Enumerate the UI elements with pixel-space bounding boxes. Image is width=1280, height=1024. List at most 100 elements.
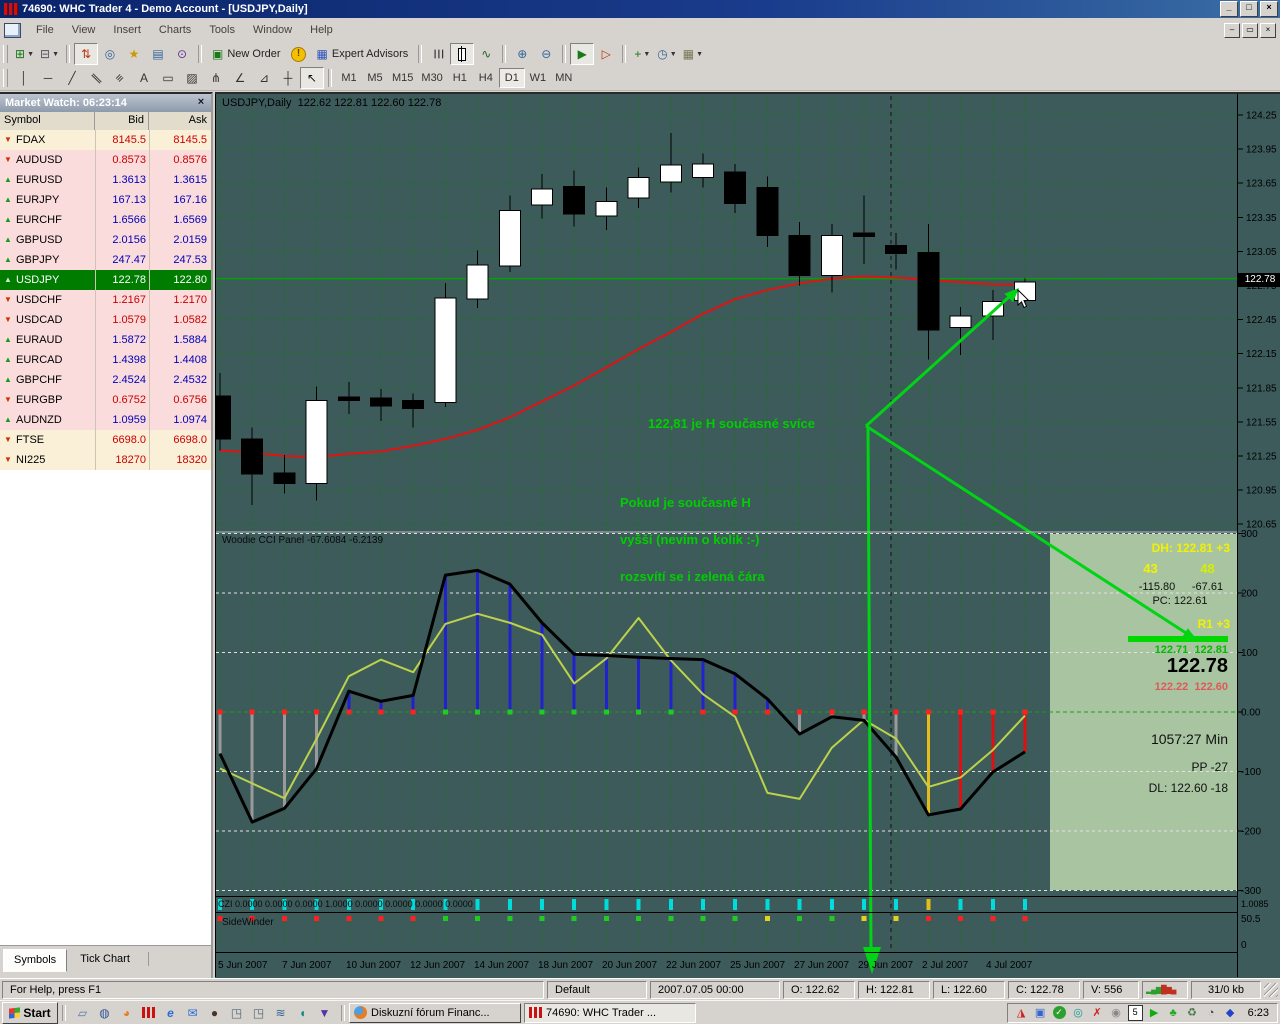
- dropdown-caret-icon[interactable]: ▼: [669, 50, 677, 58]
- minimize-button[interactable]: _: [1220, 1, 1238, 17]
- zoom-out-button[interactable]: ⊖: [534, 43, 558, 65]
- column-header-bid[interactable]: Bid: [95, 112, 149, 130]
- show-desktop-icon[interactable]: ▱: [77, 1005, 88, 1020]
- metatrader-icon[interactable]: [140, 1004, 157, 1021]
- table-row-usdchf[interactable]: ▼ USDCHF 1.2167 1.2170: [0, 290, 211, 310]
- bar-chart-button[interactable]: ☰: [426, 43, 450, 65]
- table-row-gbpusd[interactable]: ▲ GBPUSD 2.0156 2.0159: [0, 230, 211, 250]
- menu-item-file[interactable]: File: [36, 24, 54, 36]
- network-error-tray-icon[interactable]: ✗: [1092, 1007, 1102, 1019]
- channel-tool[interactable]: ∥: [84, 67, 108, 89]
- table-row-gbpchf[interactable]: ▲ GBPCHF 2.4524 2.4532: [0, 370, 211, 390]
- data-window-button[interactable]: ◎: [98, 43, 122, 65]
- column-header-symbol[interactable]: Symbol: [0, 112, 95, 130]
- menu-item-window[interactable]: Window: [253, 24, 293, 36]
- timeframe-m1-button[interactable]: M1: [341, 72, 357, 84]
- label-tool[interactable]: ▭: [156, 67, 180, 89]
- tab-symbols[interactable]: Symbols: [3, 949, 68, 972]
- clover-tray-icon[interactable]: ♣: [1169, 1006, 1177, 1019]
- menu-item-view[interactable]: View: [71, 24, 96, 36]
- terminal-button[interactable]: ▤: [146, 43, 170, 65]
- child-restore-button[interactable]: ▭: [1242, 22, 1258, 38]
- trendline-tool[interactable]: ╱: [60, 67, 84, 89]
- price-chart[interactable]: 124.25123.95123.65123.35123.05122.75122.…: [215, 92, 1280, 980]
- dropdown-caret-icon[interactable]: ▼: [643, 50, 651, 58]
- angle-tool[interactable]: ⊿: [252, 67, 276, 89]
- timeframe-m30-button[interactable]: M30: [421, 72, 443, 84]
- menu-item-charts[interactable]: Charts: [158, 24, 192, 36]
- status-profile[interactable]: Default: [547, 980, 647, 999]
- table-row-eurchf[interactable]: ▲ EURCHF 1.6566 1.6569: [0, 210, 211, 230]
- task-button-whc-trader[interactable]: 74690: WHC Trader ...: [524, 1002, 696, 1023]
- table-row-eurgbp[interactable]: ▼ EURGBP 0.6752 0.6756: [0, 390, 211, 410]
- timeframe-mn-button[interactable]: MN: [555, 72, 573, 84]
- skype-tray-icon[interactable]: ◎: [1073, 1007, 1083, 1019]
- cursor-tool[interactable]: ↖: [300, 67, 324, 89]
- dropdown-caret-icon[interactable]: ▼: [27, 50, 34, 58]
- table-row-eurusd[interactable]: ▲ EURUSD 1.3613 1.3615: [0, 170, 211, 190]
- expert-advisors-button[interactable]: ▦ Expert Advisors: [316, 47, 409, 61]
- chart-window-icon[interactable]: [4, 22, 21, 38]
- text-tool[interactable]: A: [132, 67, 156, 89]
- periods-button[interactable]: ◷ ▼: [654, 43, 679, 65]
- strategy-tester-button[interactable]: ⊙: [170, 43, 194, 65]
- internet-explorer-icon[interactable]: e: [167, 1005, 174, 1020]
- zoom-in-button[interactable]: ⊕: [510, 43, 534, 65]
- chart-area[interactable]: 124.25123.95123.65123.35123.05122.75122.…: [215, 92, 1280, 978]
- line-chart-button[interactable]: ∿: [474, 43, 498, 65]
- table-row-audnzd[interactable]: ▲ AUDNZD 1.0959 1.0974: [0, 410, 211, 430]
- table-row-gbpjpy[interactable]: ▲ GBPJPY 247.47 247.53: [0, 250, 211, 270]
- resize-grip[interactable]: [1264, 982, 1278, 997]
- firefox-icon[interactable]: ◕: [122, 1005, 131, 1020]
- child-close-button[interactable]: ×: [1260, 22, 1276, 38]
- timeframe-d1-button[interactable]: D1: [498, 68, 525, 88]
- media-player-icon[interactable]: ●: [210, 1005, 219, 1020]
- antivirus-tray-icon[interactable]: ✓: [1052, 1005, 1067, 1020]
- auto-scroll-button[interactable]: ▶: [570, 43, 595, 65]
- vertical-line-tool[interactable]: │: [12, 67, 36, 89]
- table-row-fdax[interactable]: ▼ FDAX 8145.5 8145.5: [0, 130, 211, 150]
- timeframe-m15-button[interactable]: M15: [392, 72, 414, 84]
- shortcut-white-icon-1[interactable]: ◳: [230, 1005, 243, 1020]
- menu-item-insert[interactable]: Insert: [113, 24, 141, 36]
- new-order-button[interactable]: ▣ New Order: [212, 47, 281, 61]
- child-minimize-button[interactable]: –: [1224, 22, 1240, 38]
- column-header-ask[interactable]: Ask: [188, 114, 207, 126]
- network-icon[interactable]: ≋: [275, 1005, 286, 1020]
- market-watch-close-icon[interactable]: ×: [197, 96, 205, 108]
- timeframe-m5-button[interactable]: M5: [367, 72, 383, 84]
- clock-tray-icon[interactable]: ◔: [1207, 1006, 1215, 1019]
- metaeditor-alert-button[interactable]: !: [287, 43, 311, 65]
- timeframe-w1-button[interactable]: W1: [529, 72, 547, 84]
- dropdown-caret-icon[interactable]: ▼: [696, 50, 703, 58]
- crosshair-tool[interactable]: ┼: [276, 67, 300, 89]
- indicators-button[interactable]: + ▼: [630, 43, 654, 65]
- quicktime-icon[interactable]: ◖: [298, 1005, 307, 1020]
- tab-tick-chart[interactable]: Tick Chart: [80, 953, 130, 965]
- table-row-audusd[interactable]: ▼ AUDUSD 0.8573 0.8576: [0, 150, 211, 170]
- table-row-usdcad[interactable]: ▼ USDCAD 1.0579 1.0582: [0, 310, 211, 330]
- bluetooth-tray-icon[interactable]: ◆: [1225, 1007, 1235, 1019]
- table-row-eurjpy[interactable]: ▲ EURJPY 167.13 167.16: [0, 190, 211, 210]
- fibonacci-tool[interactable]: ≡: [108, 67, 132, 89]
- table-row-usdjpy[interactable]: ▲ USDJPY 122.78 122.80: [0, 270, 211, 290]
- mozilla-icon[interactable]: ◍: [99, 1005, 110, 1020]
- updater-tray-icon[interactable]: ♻: [1187, 1007, 1198, 1019]
- close-button[interactable]: ×: [1260, 1, 1278, 17]
- menu-item-help[interactable]: Help: [310, 24, 333, 36]
- table-row-ni225[interactable]: ▼ NI225 18270 18320: [0, 450, 211, 470]
- analysis-tray-icon[interactable]: ◮: [1016, 1007, 1026, 1019]
- table-row-ftse[interactable]: ▼ FTSE 6698.0 6698.0: [0, 430, 211, 450]
- messenger-tray-icon[interactable]: ▣: [1034, 1007, 1046, 1019]
- candlestick-chart-button[interactable]: [450, 43, 475, 65]
- navigator-button[interactable]: ★: [122, 43, 146, 65]
- calendar-tray-icon[interactable]: 5: [1127, 1004, 1143, 1021]
- profiles-button[interactable]: ⊟ ▼: [37, 43, 62, 65]
- gann-tool[interactable]: ∠: [228, 67, 252, 89]
- task-button-forum[interactable]: Diskuzní fórum Financ...: [349, 1002, 521, 1023]
- horizontal-line-tool[interactable]: ─: [36, 67, 60, 89]
- timeframe-h4-button[interactable]: H4: [478, 72, 493, 84]
- volume-tray-icon[interactable]: ◉: [1111, 1007, 1121, 1019]
- maximize-button[interactable]: □: [1240, 1, 1258, 17]
- table-row-euraud[interactable]: ▲ EURAUD 1.5872 1.5884: [0, 330, 211, 350]
